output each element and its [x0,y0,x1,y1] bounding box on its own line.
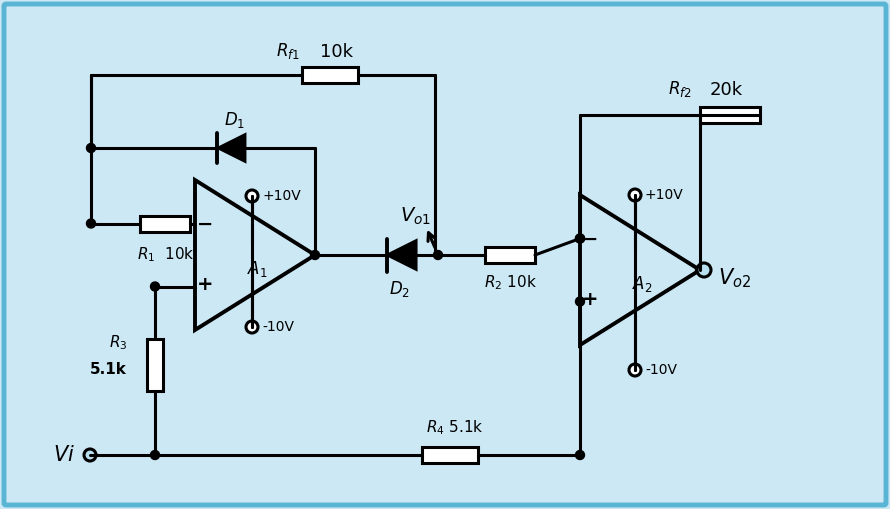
Text: 5.1k: 5.1k [90,362,127,378]
Circle shape [576,234,585,243]
Text: $A_2$: $A_2$ [632,274,652,294]
Bar [147,339,163,391]
Bar [302,67,358,83]
FancyBboxPatch shape [4,4,886,505]
Text: $V_{o2}$: $V_{o2}$ [718,266,751,290]
Text: $A_1$: $A_1$ [247,259,267,279]
Text: $R_{f2}$: $R_{f2}$ [668,79,692,99]
Text: $D_1$: $D_1$ [224,110,246,130]
Bar [140,215,190,232]
Circle shape [576,450,585,460]
Circle shape [86,144,95,153]
Text: +: + [582,290,598,309]
Circle shape [150,282,159,291]
Text: -10V: -10V [645,363,677,377]
Circle shape [433,250,442,260]
Text: −: − [582,230,598,249]
Text: +10V: +10V [645,188,684,202]
Bar [422,447,478,463]
Circle shape [576,234,585,243]
Text: $R_2$ 10k: $R_2$ 10k [483,273,537,292]
Text: $R_1$  10k: $R_1$ 10k [137,245,195,264]
Polygon shape [217,134,246,162]
Text: 20k: 20k [710,81,743,99]
Polygon shape [386,240,417,270]
Circle shape [697,263,711,277]
Text: 10k: 10k [320,43,353,61]
Text: $D_2$: $D_2$ [390,279,410,299]
Text: $R_{f1}$: $R_{f1}$ [276,41,300,61]
Circle shape [86,219,95,228]
Text: $R_3$: $R_3$ [109,334,127,352]
Circle shape [629,364,641,376]
Text: +10V: +10V [262,189,301,203]
Text: $Vi$: $Vi$ [53,445,75,465]
Text: $R_4$ 5.1k: $R_4$ 5.1k [426,418,484,437]
Circle shape [629,189,641,201]
Circle shape [576,297,585,306]
Bar [485,247,535,263]
Circle shape [311,250,320,260]
Circle shape [84,449,96,461]
Circle shape [246,190,258,202]
Text: −: − [197,215,214,234]
Circle shape [695,266,705,274]
Text: $V_{o1}$: $V_{o1}$ [400,206,431,227]
Text: -10V: -10V [262,320,294,334]
Text: +: + [197,275,214,294]
Circle shape [246,321,258,333]
Circle shape [150,450,159,460]
Bar [700,107,760,123]
